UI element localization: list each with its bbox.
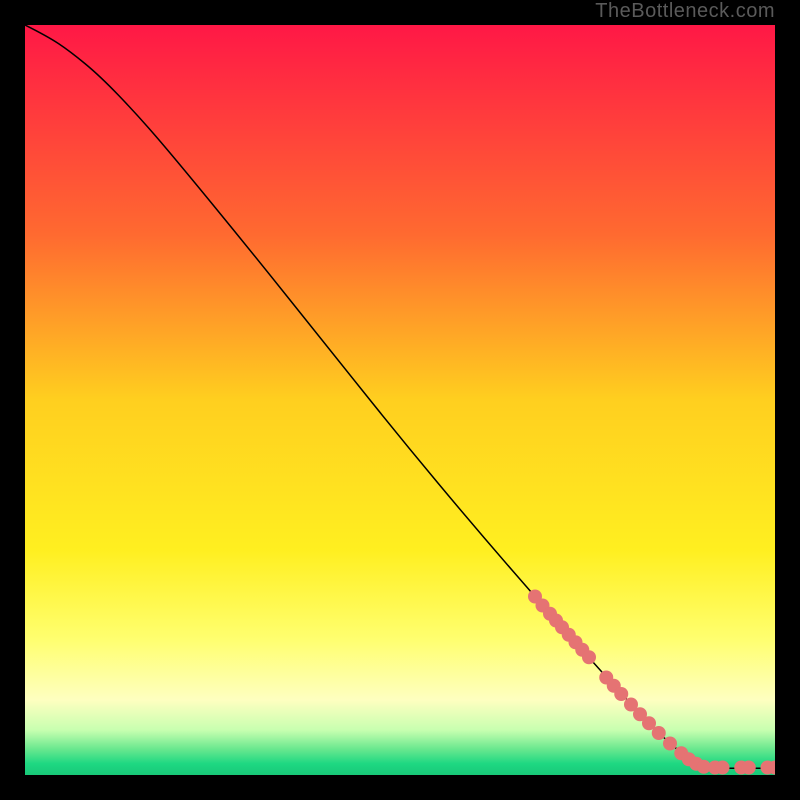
chart-svg — [25, 25, 775, 775]
chart-background — [25, 25, 775, 775]
chart-area — [25, 25, 775, 775]
data-marker — [716, 761, 730, 775]
watermark-text: TheBottleneck.com — [595, 0, 775, 23]
data-marker — [663, 737, 677, 751]
data-marker — [742, 761, 756, 775]
data-marker — [582, 650, 596, 664]
data-marker — [652, 726, 666, 740]
data-marker — [614, 687, 628, 701]
